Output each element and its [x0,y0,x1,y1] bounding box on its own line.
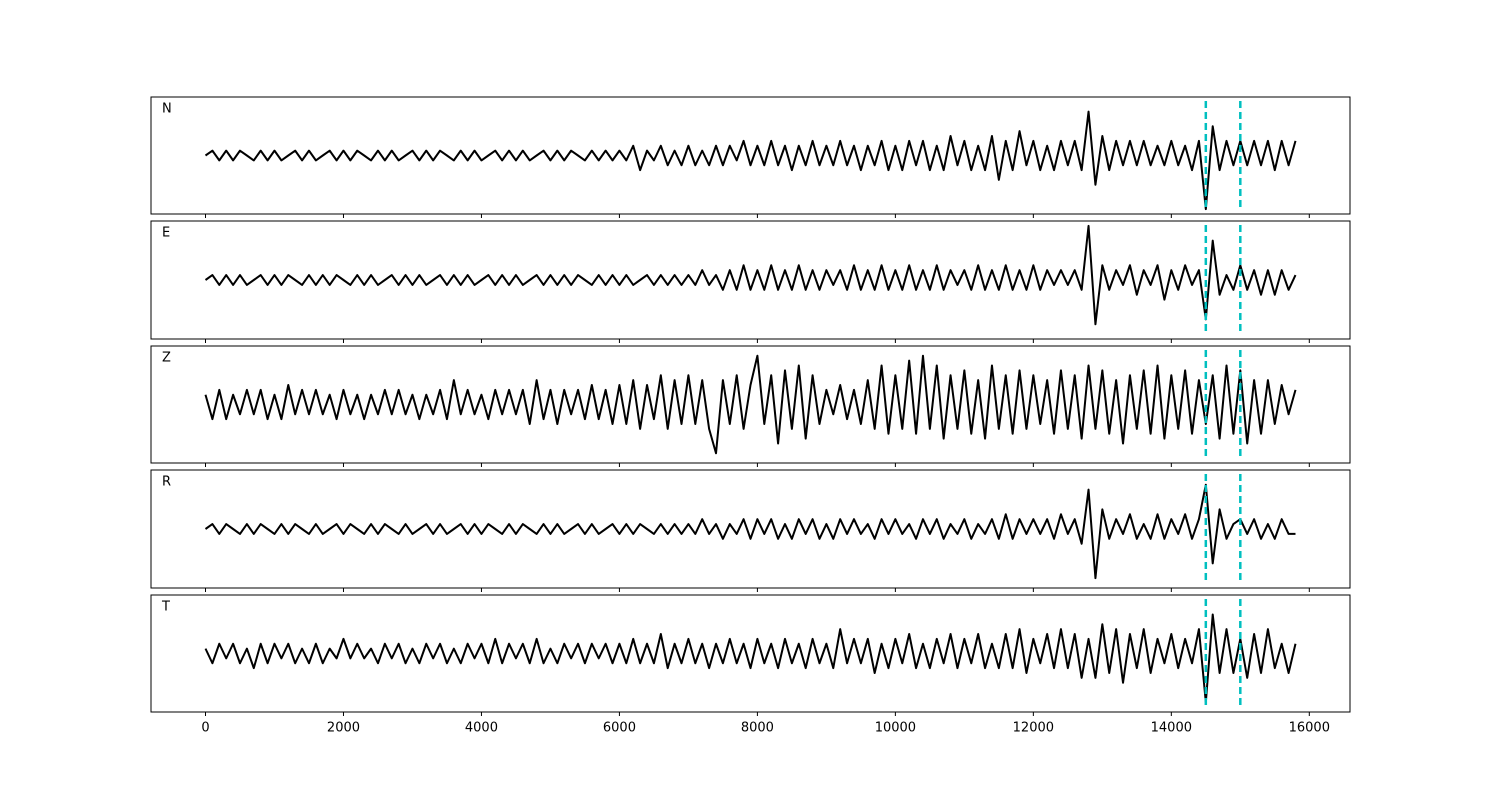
axes-frame [150,469,1351,589]
x-tick-label: 8000 [741,721,774,736]
x-tick-label: 12000 [1013,721,1054,736]
panel-label: R [162,475,171,490]
panel-label: N [162,102,172,117]
panel-label: E [162,226,170,241]
x-tick-label: 4000 [465,721,498,736]
x-tick-label: 16000 [1289,721,1330,736]
panel-label: T [161,600,170,615]
trace [204,483,1296,580]
trace [204,224,1297,326]
axes-frame [150,220,1351,340]
axes-frame [150,594,1351,713]
trace [204,354,1297,455]
x-tick-label: 14000 [1151,721,1192,736]
x-tick-label: 2000 [327,721,360,736]
trace [204,110,1297,211]
x-tick-label: 10000 [875,721,916,736]
x-tick-label: 0 [201,721,209,736]
panel-label: Z [162,351,171,366]
axes-frame [150,96,1351,215]
axes-frame [150,345,1351,464]
trace [204,613,1297,704]
x-tick-label: 6000 [603,721,636,736]
